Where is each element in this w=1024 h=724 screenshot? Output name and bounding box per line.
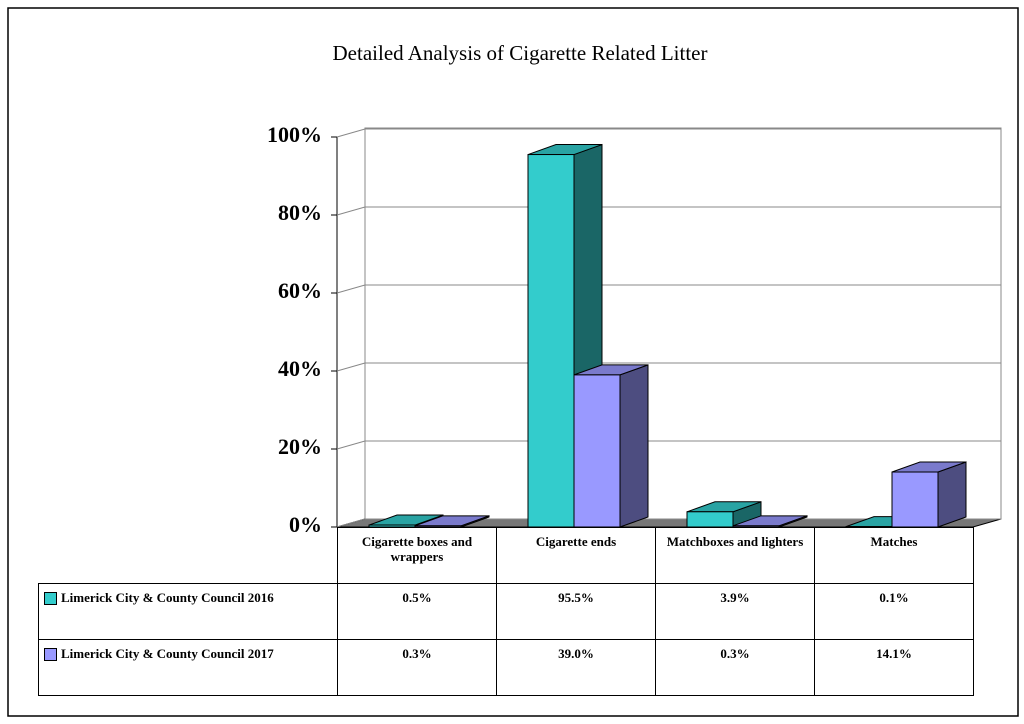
data-label-text: 0.3% [720, 646, 750, 661]
y-tick-label: 0% [289, 512, 322, 537]
bar [891, 471, 939, 528]
y-tick-label: 80% [278, 200, 322, 225]
legend-label: Limerick City & County Council 2017 [61, 646, 274, 661]
grid-line [336, 128, 366, 138]
data-label: 3.9% [655, 583, 815, 640]
y-tick-label: 60% [278, 278, 322, 303]
legend-key [44, 592, 57, 605]
data-label-text: 14.1% [876, 646, 912, 661]
category-label: Matchboxes and lighters [655, 527, 815, 584]
data-label-text: 0.1% [879, 590, 909, 605]
data-label: 0.3% [337, 639, 497, 696]
legend-key [44, 648, 57, 661]
grid-line [336, 206, 366, 216]
grid-line [336, 518, 366, 528]
data-label-text: 0.5% [402, 590, 432, 605]
y-tick-label: 40% [278, 356, 322, 381]
bar-side [619, 364, 649, 528]
data-label-text: 0.3% [402, 646, 432, 661]
grid-line [336, 440, 366, 450]
category-label: Matches [814, 527, 974, 584]
data-label: 0.5% [337, 583, 497, 640]
bar-side [937, 461, 967, 528]
data-label-text: 3.9% [720, 590, 750, 605]
data-label: 0.3% [655, 639, 815, 696]
data-label: 95.5% [496, 583, 656, 640]
bar [686, 511, 734, 528]
bar [527, 154, 575, 528]
grid-line [336, 362, 366, 372]
grid-line [336, 284, 366, 294]
data-label: 0.1% [814, 583, 974, 640]
y-tick-label: 100% [267, 122, 322, 147]
data-label: 14.1% [814, 639, 974, 696]
back-wall [364, 127, 1002, 520]
legend-entry: Limerick City & County Council 2017 [38, 639, 338, 696]
category-label-text: Matches [870, 534, 918, 549]
chart-border [7, 7, 1019, 717]
data-label-text: 39.0% [558, 646, 594, 661]
legend-label: Limerick City & County Council 2016 [61, 590, 274, 605]
category-label: Cigarette boxes and wrappers [337, 527, 497, 584]
data-label-text: 95.5% [558, 590, 594, 605]
category-label: Cigarette ends [496, 527, 656, 584]
category-label-text: Cigarette boxes and wrappers [361, 534, 473, 564]
data-label: 39.0% [496, 639, 656, 696]
bar [573, 374, 621, 528]
category-label-text: Matchboxes and lighters [666, 534, 804, 549]
category-label-text: Cigarette ends [535, 534, 617, 549]
legend-entry: Limerick City & County Council 2016 [38, 583, 338, 640]
y-tick-label: 20% [278, 434, 322, 459]
chart-title: Detailed Analysis of Cigarette Related L… [333, 41, 708, 65]
